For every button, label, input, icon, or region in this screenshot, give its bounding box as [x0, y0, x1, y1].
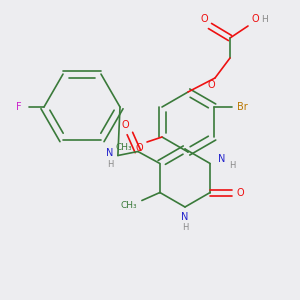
Text: CH₃: CH₃	[121, 201, 137, 210]
Text: H: H	[182, 223, 188, 232]
Text: H: H	[229, 161, 235, 170]
Text: O: O	[121, 121, 129, 130]
Text: CH₃: CH₃	[116, 143, 132, 152]
Text: O: O	[135, 143, 143, 153]
Text: O: O	[236, 188, 244, 197]
Text: Br: Br	[237, 102, 248, 112]
Text: N: N	[106, 148, 114, 158]
Text: O: O	[207, 80, 215, 90]
Text: N: N	[218, 154, 226, 164]
Text: H: H	[261, 16, 267, 25]
Text: F: F	[16, 102, 22, 112]
Text: H: H	[107, 160, 113, 169]
Text: O: O	[200, 14, 208, 24]
Text: N: N	[181, 212, 189, 222]
Text: O: O	[251, 14, 259, 24]
